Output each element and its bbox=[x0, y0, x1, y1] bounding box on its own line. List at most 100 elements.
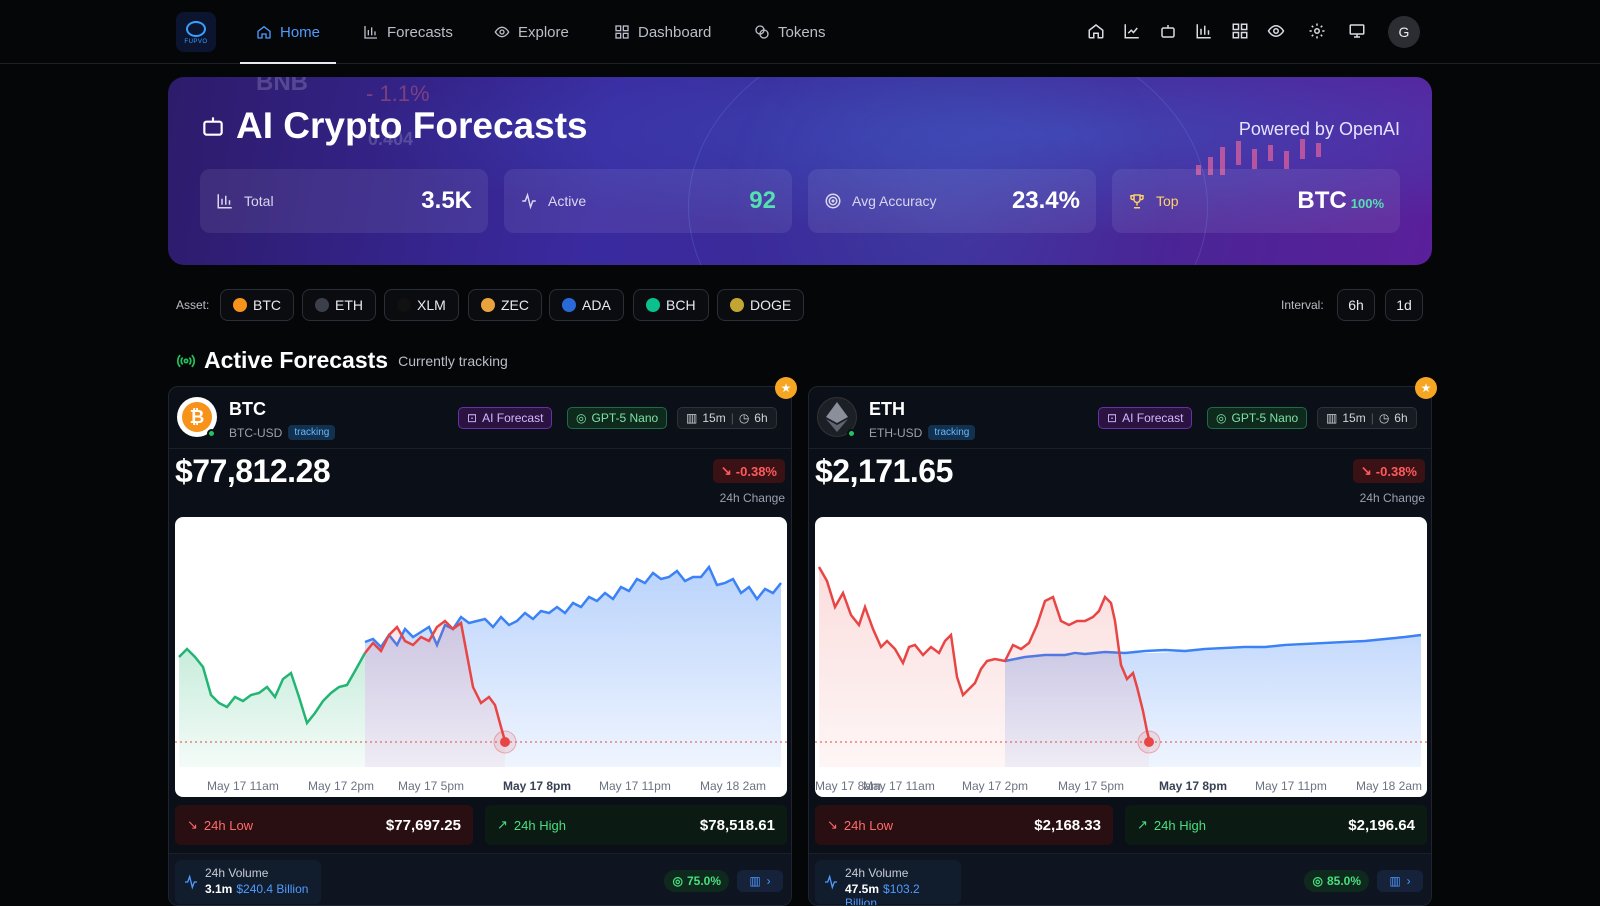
forecast-card-btc[interactable]: ₿ BTC BTC-USD tracking ⊡ AI Forecast ◎ GPT-… bbox=[168, 386, 792, 906]
nav-explore[interactable]: Explore bbox=[494, 0, 569, 64]
asset-chip-doge[interactable]: DOGE bbox=[717, 289, 805, 321]
nav-home[interactable]: Home bbox=[239, 0, 337, 64]
chevron-right-icon: › bbox=[1406, 874, 1411, 888]
volume-amount: 47.5m bbox=[845, 882, 880, 896]
price-chart[interactable]: May 17 11am May 17 2pm May 17 5pm May 17… bbox=[175, 517, 787, 797]
bg-number: 0.404 bbox=[368, 129, 414, 149]
openai-icon: ◎ bbox=[1216, 411, 1227, 425]
asset-chip-label: ZEC bbox=[501, 297, 529, 313]
current-price: $2,171.65 bbox=[815, 453, 953, 489]
current-price-dot bbox=[500, 737, 510, 747]
interval-6h[interactable]: 6h bbox=[1337, 289, 1375, 321]
low-value: $77,697.25 bbox=[385, 816, 461, 834]
top-accuracy: 100% bbox=[1350, 196, 1384, 211]
bot-icon: ⊡ bbox=[1107, 411, 1118, 425]
stat-label: Top bbox=[1156, 193, 1179, 209]
gear-icon[interactable] bbox=[1308, 22, 1328, 42]
asset-chip-xlm[interactable]: XLM bbox=[384, 289, 459, 321]
forecast-card-eth[interactable]: ETH ETH-USD tracking ⊡ AI Forecast ◎ GPT-5 … bbox=[808, 386, 1432, 906]
card-details-button[interactable]: ▥ › bbox=[737, 870, 783, 892]
chart-svg bbox=[815, 566, 1427, 767]
bar-chart-icon: ▥ bbox=[1389, 874, 1401, 888]
bar-chart-shortcut-icon[interactable] bbox=[1195, 22, 1215, 42]
badge-sep: | bbox=[730, 411, 734, 425]
low-24h: ↘ 24h Low $77,697.25 bbox=[175, 805, 473, 845]
target-icon: ◎ bbox=[672, 874, 683, 888]
asset-chip-label: DOGE bbox=[750, 297, 792, 313]
grid-shortcut-icon[interactable] bbox=[1231, 22, 1251, 42]
asset-chip-ada[interactable]: ADA bbox=[549, 289, 624, 321]
card-pair: ETH-USD bbox=[869, 425, 923, 440]
card-pair-row: ETH-USD tracking bbox=[869, 425, 976, 440]
price-chart[interactable]: May 17 8am May 17 11am May 17 2pm May 17… bbox=[815, 517, 1427, 797]
card-symbol: BTC bbox=[229, 399, 266, 419]
asset-label: Asset: bbox=[176, 298, 210, 312]
stat-label: Total bbox=[244, 193, 274, 209]
volume-usd: $240.4 Billion bbox=[236, 882, 309, 896]
asset-chip-eth[interactable]: ETH bbox=[302, 289, 376, 321]
actual-line bbox=[364, 619, 507, 742]
asset-chip-label: XLM bbox=[417, 297, 446, 313]
target-icon: ◎ bbox=[1312, 874, 1323, 888]
card-symbol: ETH bbox=[869, 399, 905, 419]
badge-interval-a: 15m bbox=[1342, 411, 1366, 425]
high-value: $2,196.64 bbox=[1348, 816, 1415, 834]
section-header: Active Forecasts Currently tracking bbox=[176, 347, 508, 374]
stat-top: Top BTC 100% bbox=[1112, 169, 1400, 233]
bot-shortcut-icon[interactable] bbox=[1159, 22, 1179, 42]
ada-coin-icon bbox=[562, 298, 576, 312]
nav-dashboard[interactable]: Dashboard bbox=[614, 0, 711, 64]
x-tick: May 17 5pm bbox=[398, 779, 465, 793]
nav-tokens-label: Tokens bbox=[778, 23, 826, 41]
doge-coin-icon bbox=[730, 298, 744, 312]
model-badge: ◎ GPT-5 Nano bbox=[567, 407, 668, 429]
asset-chip-btc[interactable]: BTC bbox=[220, 289, 294, 321]
nav-tokens[interactable]: Tokens bbox=[754, 0, 826, 64]
x-tick: May 18 2am bbox=[1356, 779, 1423, 793]
line-chart-shortcut-icon[interactable] bbox=[1123, 22, 1143, 42]
globe-background bbox=[688, 77, 1208, 265]
monitor-icon[interactable] bbox=[1348, 22, 1368, 42]
nav-dashboard-label: Dashboard bbox=[638, 23, 712, 41]
live-status-dot bbox=[847, 429, 856, 438]
section-subtitle: Currently tracking bbox=[398, 352, 508, 369]
zec-coin-icon bbox=[481, 298, 495, 312]
asset-chip-label: BCH bbox=[666, 297, 696, 313]
high-label: 24h High bbox=[513, 817, 566, 833]
live-status-dot bbox=[207, 429, 216, 438]
low-label: 24h Low bbox=[843, 817, 894, 833]
trend-down-icon: ↘ bbox=[187, 817, 198, 832]
app-logo[interactable]: FUPVO bbox=[176, 12, 216, 52]
trend-up-icon: ↗ bbox=[1137, 817, 1148, 832]
stat-active: Active 92 bbox=[504, 169, 792, 233]
x-tick-current: May 17 8pm bbox=[503, 779, 572, 793]
home-shortcut-icon[interactable] bbox=[1087, 22, 1107, 42]
change-label: 24h Change bbox=[1359, 491, 1425, 505]
activity-icon bbox=[522, 192, 536, 210]
interval-label: Interval: bbox=[1281, 298, 1324, 312]
eth-diamond-icon bbox=[826, 402, 848, 432]
stat-value: BTC 100% bbox=[1297, 187, 1384, 215]
ai-forecast-badge: ⊡ AI Forecast bbox=[458, 407, 553, 429]
trend-down-icon: ↘ bbox=[1360, 463, 1372, 478]
asset-chip-bch[interactable]: BCH bbox=[633, 289, 709, 321]
stat-label: Avg Accuracy bbox=[852, 193, 937, 209]
high-label: 24h High bbox=[1153, 817, 1206, 833]
card-details-button[interactable]: ▥ › bbox=[1377, 870, 1423, 892]
actual-area bbox=[365, 621, 505, 767]
eye-shortcut-icon[interactable] bbox=[1267, 22, 1287, 42]
stat-total: Total 3.5K bbox=[200, 169, 488, 233]
current-price: $77,812.28 bbox=[175, 453, 331, 489]
radio-signal-icon bbox=[176, 354, 196, 367]
ai-forecast-badge: ⊡ AI Forecast bbox=[1098, 407, 1193, 429]
model-badge: ◎ GPT-5 Nano bbox=[1207, 407, 1308, 429]
nav-forecasts[interactable]: Forecasts bbox=[363, 0, 453, 64]
home-icon bbox=[257, 25, 271, 39]
target-icon bbox=[825, 193, 841, 209]
stat-label: Active bbox=[548, 193, 587, 209]
candlestick-decoration bbox=[1196, 139, 1321, 175]
user-avatar[interactable]: G bbox=[1388, 16, 1420, 48]
interval-1d[interactable]: 1d bbox=[1385, 289, 1423, 321]
bot-icon bbox=[203, 117, 223, 136]
asset-chip-zec[interactable]: ZEC bbox=[468, 289, 542, 321]
